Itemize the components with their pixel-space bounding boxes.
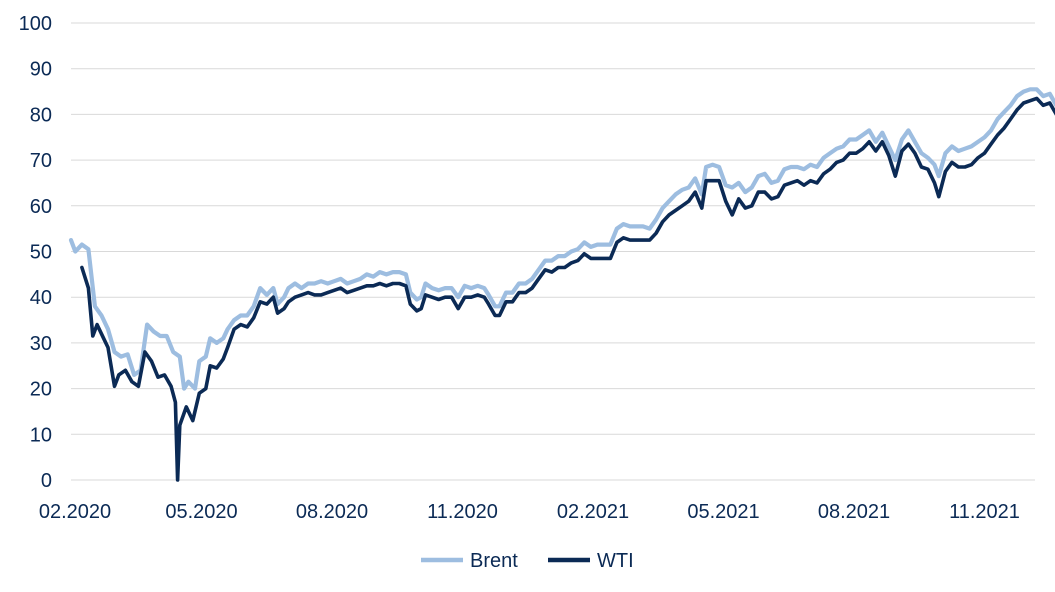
y-tick-label: 20 bbox=[30, 379, 52, 401]
grid-lines bbox=[71, 22, 1035, 481]
y-tick-label: 0 bbox=[41, 470, 52, 492]
series-line-brent bbox=[68, 87, 1055, 391]
x-tick-label: 11.2021 bbox=[949, 501, 1020, 523]
y-tick-label: 10 bbox=[30, 424, 52, 446]
y-tick-label: 60 bbox=[30, 196, 52, 218]
y-tick-label: 40 bbox=[30, 287, 52, 309]
legend-label-wti: WTI bbox=[597, 550, 634, 572]
x-tick-label: 05.2021 bbox=[687, 501, 759, 523]
y-tick-label: 50 bbox=[30, 242, 52, 264]
y-axis-tick-labels: 0 10 20 30 40 50 60 70 80 90 100 bbox=[19, 13, 52, 492]
legend: Brent WTI bbox=[421, 550, 634, 572]
x-tick-label: 05.2020 bbox=[165, 501, 237, 523]
x-tick-label: 11.2020 bbox=[427, 501, 498, 523]
x-tick-label: 02.2020 bbox=[39, 501, 111, 523]
series-lines bbox=[68, 87, 1055, 482]
series-line-wti bbox=[80, 96, 1055, 482]
legend-label-brent: Brent bbox=[470, 550, 518, 572]
x-tick-label: 02.2021 bbox=[557, 501, 629, 523]
y-tick-label: 90 bbox=[30, 59, 52, 81]
x-tick-label: 08.2021 bbox=[818, 501, 890, 523]
x-tick-label: 08.2020 bbox=[296, 501, 368, 523]
y-tick-label: 80 bbox=[30, 104, 52, 126]
y-tick-label: 100 bbox=[19, 13, 52, 35]
y-tick-label: 70 bbox=[30, 150, 52, 172]
y-tick-label: 30 bbox=[30, 333, 52, 355]
x-axis-tick-labels: 02.2020 05.2020 08.2020 11.2020 02.2021 05.20… bbox=[39, 501, 1020, 523]
